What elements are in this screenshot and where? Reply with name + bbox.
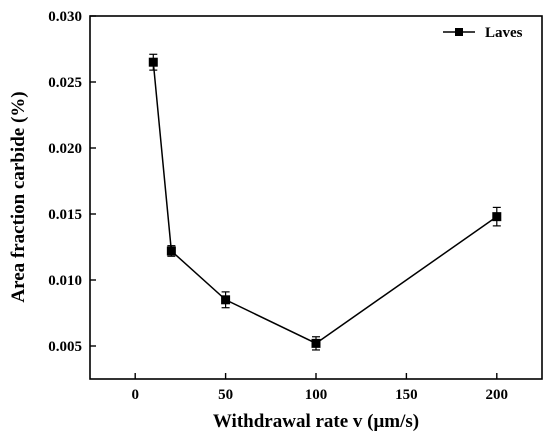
x-tick-label: 0 bbox=[131, 387, 139, 403]
y-tick-label: 0.030 bbox=[48, 9, 82, 25]
legend: Laves bbox=[443, 25, 523, 41]
plot-frame bbox=[89, 15, 543, 380]
y-tick-label: 0.025 bbox=[48, 75, 82, 91]
x-tick-label: 50 bbox=[218, 387, 233, 403]
x-axis: 0 50 100 150 200 bbox=[131, 373, 508, 403]
y-axis: 0.005 0.010 0.015 0.020 0.025 0.030 bbox=[48, 9, 96, 355]
x-axis-title: Withdrawal rate v (μm/s) bbox=[213, 411, 419, 432]
data-point bbox=[148, 57, 158, 67]
series-line bbox=[152, 62, 498, 345]
data-point bbox=[492, 212, 502, 222]
x-tick-label: 100 bbox=[305, 387, 328, 403]
data-point bbox=[221, 295, 231, 305]
legend-marker bbox=[455, 28, 463, 36]
x-tick-label: 200 bbox=[486, 387, 509, 403]
y-tick-label: 0.005 bbox=[48, 339, 82, 355]
legend-label: Laves bbox=[485, 25, 523, 41]
y-tick-label: 0.010 bbox=[48, 273, 82, 289]
data-point bbox=[311, 338, 321, 348]
data-point bbox=[166, 246, 176, 256]
y-tick-label: 0.015 bbox=[48, 207, 82, 223]
x-tick-label: 150 bbox=[395, 387, 418, 403]
y-tick-label: 0.020 bbox=[48, 141, 82, 157]
y-axis-title: Area fraction carbide (%) bbox=[8, 91, 29, 302]
series-layer bbox=[148, 53, 502, 351]
